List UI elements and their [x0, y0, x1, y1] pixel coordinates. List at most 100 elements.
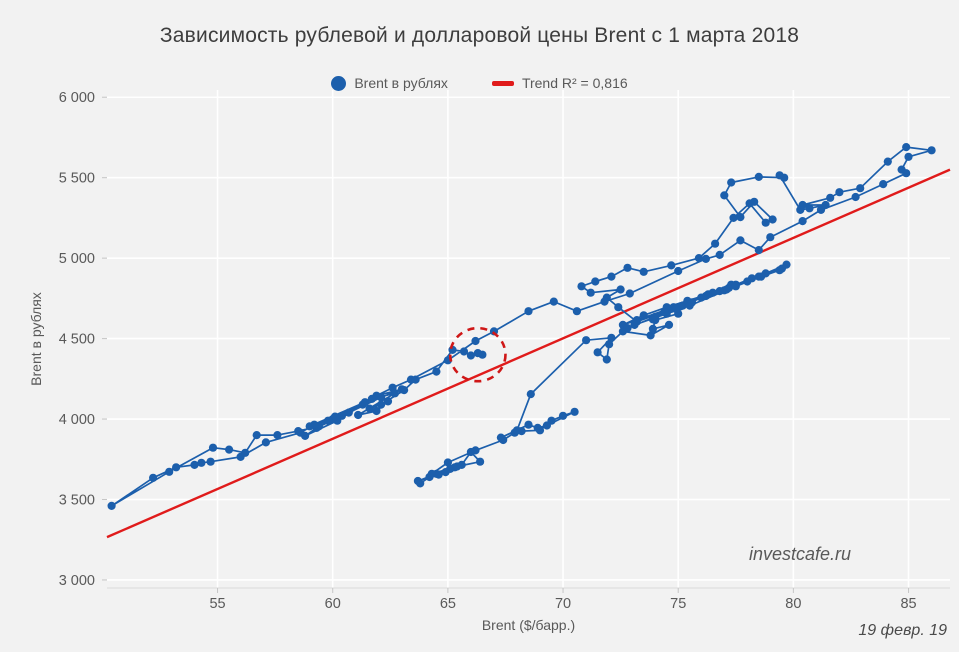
data-point	[526, 390, 535, 399]
data-point	[149, 473, 158, 482]
data-point	[715, 250, 724, 259]
x-tick-label: 85	[900, 596, 916, 612]
data-point	[591, 277, 600, 286]
data-point	[750, 197, 759, 206]
data-point	[466, 351, 475, 360]
data-point	[432, 367, 441, 376]
data-point	[496, 433, 505, 442]
data-point	[835, 188, 844, 197]
data-point	[826, 193, 835, 202]
data-point	[411, 375, 420, 384]
data-point	[754, 246, 763, 255]
data-point	[367, 394, 376, 403]
data-point	[720, 191, 729, 200]
y-tick-label: 4 500	[59, 332, 95, 348]
data-point	[743, 277, 752, 286]
chart-legend: Brent в рублях Trend R² = 0,816	[0, 75, 959, 91]
data-point	[273, 431, 282, 440]
y-tick-label: 4 000	[59, 412, 95, 428]
data-point	[816, 205, 826, 214]
data-point	[775, 171, 784, 180]
data-point	[172, 463, 181, 472]
data-point	[798, 217, 807, 226]
data-point	[766, 233, 775, 242]
data-point	[377, 393, 386, 402]
data-point	[558, 411, 568, 420]
data-point	[671, 304, 681, 313]
data-point	[775, 266, 784, 275]
data-point	[390, 389, 399, 398]
data-point	[572, 307, 582, 316]
data-point	[107, 501, 116, 510]
data-point	[632, 317, 641, 326]
data-point	[736, 236, 745, 245]
data-point	[400, 386, 409, 395]
data-point	[927, 146, 936, 155]
data-point	[512, 426, 522, 435]
data-point	[605, 340, 614, 349]
data-point	[441, 468, 450, 477]
data-point	[413, 476, 422, 486]
data-point	[524, 420, 533, 429]
data-point	[206, 457, 215, 466]
x-tick-label: 55	[209, 596, 225, 612]
data-point	[443, 458, 452, 467]
data-point	[782, 260, 791, 269]
data-point	[701, 254, 711, 263]
data-point	[697, 293, 706, 302]
data-point	[646, 331, 655, 340]
data-point	[768, 215, 777, 224]
data-point	[687, 298, 697, 307]
data-point	[883, 157, 892, 166]
data-point	[639, 267, 648, 276]
data-point	[383, 397, 393, 406]
legend-trend-label: Trend R² = 0,816	[521, 75, 628, 91]
data-point	[165, 467, 174, 476]
data-point	[648, 324, 658, 333]
data-point	[459, 347, 469, 356]
y-tick-label: 3 000	[59, 573, 95, 589]
data-point	[902, 143, 911, 152]
data-point	[208, 443, 218, 452]
data-point	[305, 422, 314, 431]
data-point	[354, 410, 363, 420]
legend-item-trend: Trend R² = 0,816	[491, 75, 628, 91]
data-point	[904, 152, 913, 161]
data-point	[623, 263, 632, 272]
data-point	[524, 307, 533, 316]
data-point	[616, 285, 625, 294]
data-point	[586, 288, 595, 297]
legend-item-series: Brent в рублях	[331, 75, 448, 91]
data-point	[577, 282, 586, 291]
data-point	[600, 297, 609, 306]
series-line	[110, 146, 933, 507]
data-point	[453, 462, 462, 471]
data-point	[639, 311, 648, 320]
data-point	[324, 416, 333, 425]
x-tick-label: 70	[555, 596, 571, 612]
x-axis-title: Brent ($/барр.)	[481, 617, 576, 633]
watermark: investcafe.ru	[748, 544, 852, 564]
data-point	[478, 350, 487, 359]
data-point	[549, 297, 558, 306]
data-point	[236, 452, 245, 461]
data-point	[607, 333, 616, 342]
data-point	[623, 324, 632, 333]
data-point	[727, 178, 736, 187]
data-point	[625, 289, 634, 298]
data-point	[344, 408, 353, 417]
data-point	[471, 446, 480, 455]
data-point	[377, 400, 386, 409]
data-point	[651, 312, 660, 321]
data-point	[722, 285, 731, 294]
legend-series-label: Brent в рублях	[354, 75, 448, 91]
data-point	[602, 355, 611, 364]
data-point	[761, 218, 770, 227]
data-point	[660, 307, 669, 317]
x-tick-label: 65	[440, 596, 456, 612]
data-point	[593, 348, 602, 357]
data-point	[225, 445, 234, 454]
data-point	[296, 428, 305, 437]
data-point	[607, 272, 616, 281]
